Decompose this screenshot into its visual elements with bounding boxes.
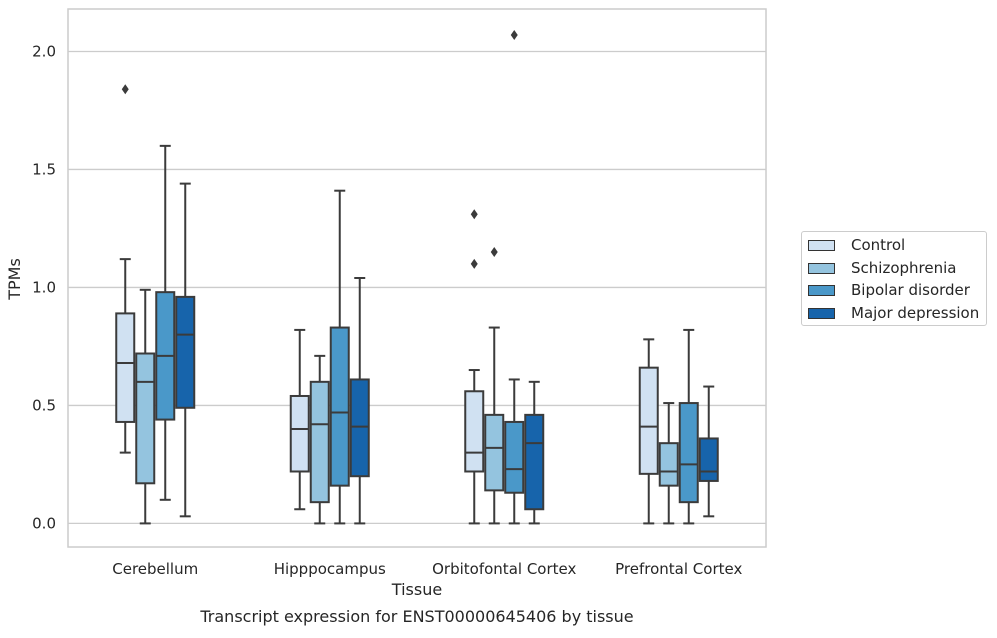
- x-tick-label: Cerebellum: [112, 560, 198, 578]
- box-iqr: [524, 413, 545, 511]
- legend-label-control: Control: [851, 236, 906, 254]
- box-iqr: [329, 326, 350, 487]
- box-bipolar-disorder: [678, 328, 699, 525]
- box-iqr: [504, 420, 525, 494]
- box-iqr: [638, 366, 659, 475]
- x-tick-label: Prefrontal Cortex: [615, 560, 742, 578]
- box-control: [638, 338, 659, 525]
- legend-item-control: Control: [808, 235, 905, 255]
- plot-frame: [67, 8, 767, 548]
- legend-item-major-depression: Major depression: [808, 303, 979, 323]
- y-tick-labels: 0.0 0.5 1.0 1.5 2.0: [32, 42, 56, 532]
- box-iqr: [175, 295, 196, 409]
- box-schizophrenia: [135, 288, 156, 525]
- box-iqr: [658, 442, 679, 487]
- boxes: [115, 29, 719, 525]
- outlier-point: [470, 209, 478, 220]
- legend-label-schizophrenia: Schizophrenia: [851, 259, 957, 277]
- legend-label-bipolar-disorder: Bipolar disorder: [851, 281, 970, 299]
- box-schizophrenia: [658, 402, 679, 525]
- legend-swatch-bipolar-disorder: [808, 284, 835, 296]
- y-tick-label: 1.5: [32, 160, 56, 178]
- box-control: [464, 209, 485, 525]
- legend-swatch-major-depression: [808, 307, 835, 319]
- box-bipolar-disorder: [504, 29, 525, 525]
- y-tick-label: 1.0: [32, 278, 56, 296]
- legend-swatch-schizophrenia: [808, 262, 835, 274]
- box-iqr: [135, 352, 156, 485]
- box-major-depression: [175, 182, 196, 518]
- box-iqr: [464, 390, 485, 473]
- outlier-point: [490, 247, 498, 258]
- box-schizophrenia: [484, 247, 505, 525]
- x-axis-label: Tissue: [391, 580, 442, 599]
- x-tick-labels: Cerebellum Hipppocampus Orbitofontal Corte…: [112, 560, 742, 578]
- legend-item-schizophrenia: Schizophrenia: [808, 258, 956, 278]
- box-iqr: [678, 402, 699, 504]
- box-iqr: [698, 437, 719, 482]
- legend: Control Schizophrenia Bipolar disorder M…: [801, 231, 987, 326]
- box-iqr: [484, 413, 505, 492]
- box-bipolar-disorder: [329, 189, 350, 525]
- chart-title: Transcript expression for ENST0000064540…: [199, 607, 633, 626]
- box-major-depression: [698, 385, 719, 518]
- legend-swatch-control: [808, 239, 835, 251]
- box-bipolar-disorder: [155, 144, 176, 501]
- x-tick-label: Hipppocampus: [274, 560, 386, 578]
- y-tick-label: 2.0: [32, 42, 56, 60]
- legend-label-major-depression: Major depression: [851, 304, 980, 322]
- box-control: [115, 84, 136, 454]
- box-iqr: [289, 394, 310, 473]
- box-schizophrenia: [309, 354, 330, 525]
- y-tick-label: 0.0: [32, 514, 56, 532]
- outlier-point: [510, 29, 518, 40]
- outlier-point: [121, 84, 129, 95]
- box-major-depression: [349, 277, 370, 525]
- box-control: [289, 328, 310, 511]
- box-major-depression: [524, 380, 545, 525]
- y-axis-label: TPMs: [5, 258, 24, 301]
- box-iqr: [309, 380, 330, 504]
- legend-item-bipolar-disorder: Bipolar disorder: [808, 280, 970, 300]
- outlier-point: [470, 258, 478, 269]
- box-iqr: [349, 378, 370, 478]
- x-tick-label: Orbitofontal Cortex: [432, 560, 576, 578]
- y-tick-label: 0.5: [32, 396, 56, 414]
- box-iqr: [115, 312, 136, 423]
